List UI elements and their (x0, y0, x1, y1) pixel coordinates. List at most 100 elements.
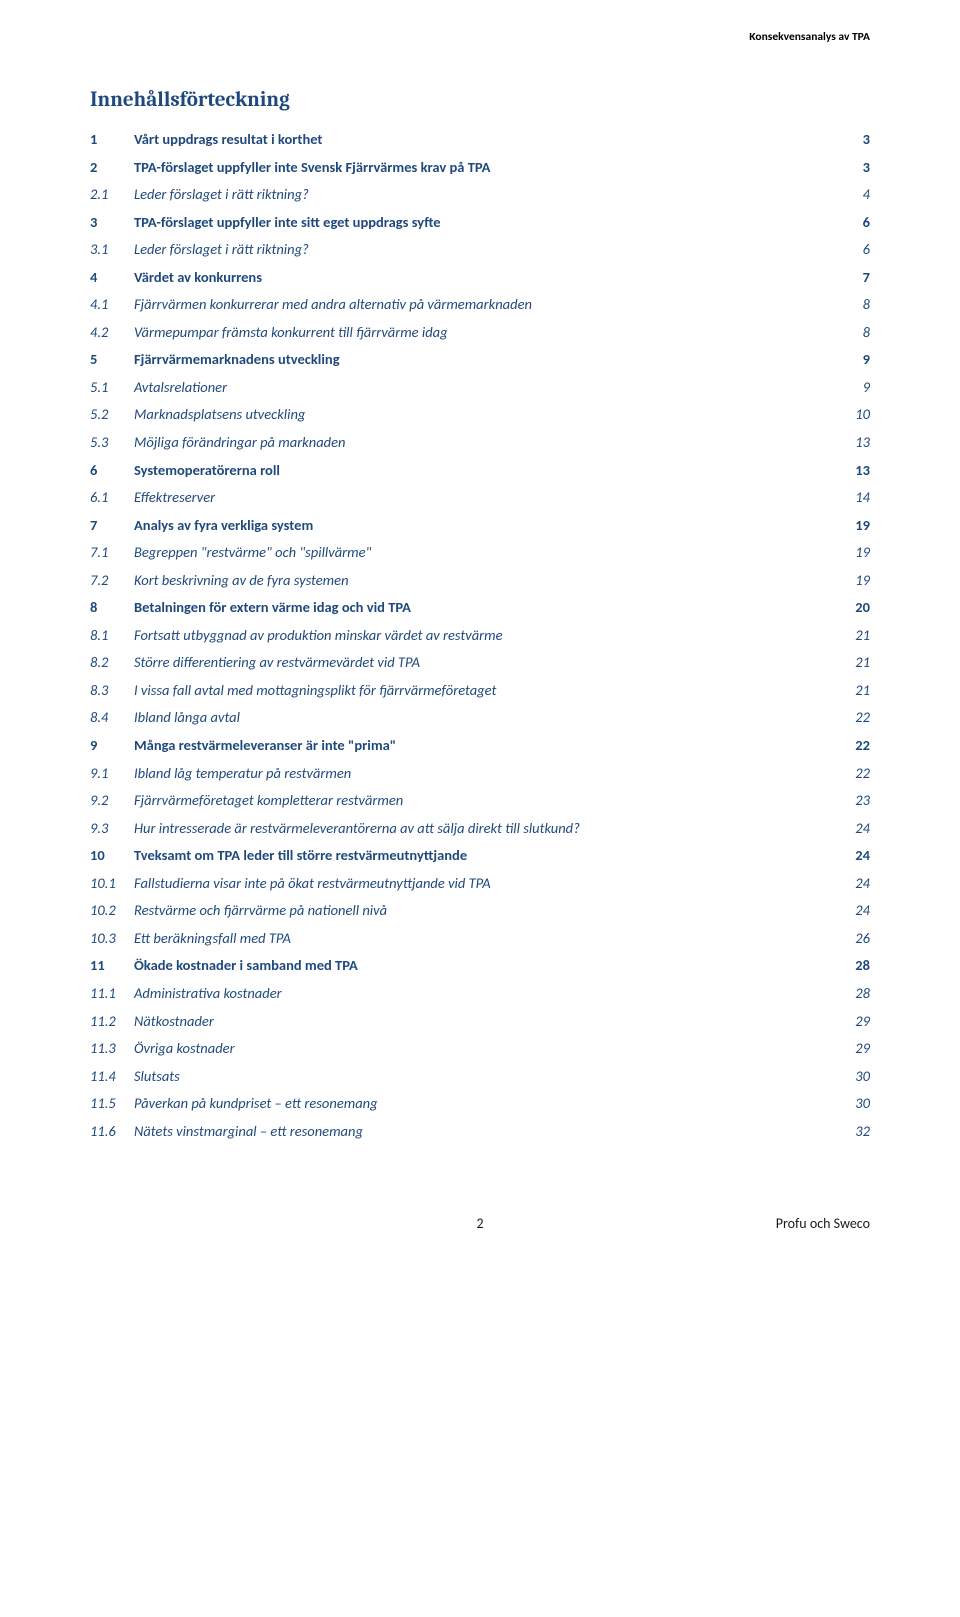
toc-entry[interactable]: 4.2Värmepumpar främsta konkurrent till f… (90, 319, 870, 347)
toc-entry-page: 24 (840, 897, 870, 925)
toc-entry-page: 14 (840, 484, 870, 512)
toc-entry-page: 32 (840, 1118, 870, 1146)
toc-entry-number: 1 (90, 126, 134, 154)
toc-entry-label: Ett beräkningsfall med TPA (134, 925, 840, 953)
toc-entry-page: 23 (840, 787, 870, 815)
toc-entry[interactable]: 4Värdet av konkurrens7 (90, 264, 870, 292)
toc-entry-page: 29 (840, 1008, 870, 1036)
toc-entry[interactable]: 9.3Hur intresserade är restvärmeleverant… (90, 815, 870, 843)
toc-entry-page: 21 (840, 622, 870, 650)
toc-entry-label: Ökade kostnader i samband med TPA (134, 952, 840, 980)
toc-entry-label: Ibland låg temperatur på restvärmen (134, 760, 840, 788)
toc-entry[interactable]: 7.2Kort beskrivning av de fyra systemen1… (90, 567, 870, 595)
toc-entry[interactable]: 2.1Leder förslaget i rätt riktning?4 (90, 181, 870, 209)
toc-entry[interactable]: 2TPA-förslaget uppfyller inte Svensk Fjä… (90, 154, 870, 182)
toc-entry-label: Påverkan på kundpriset – ett resonemang (134, 1090, 840, 1118)
toc-entry[interactable]: 8.3I vissa fall avtal med mottagningspli… (90, 677, 870, 705)
toc-entry[interactable]: 7.1Begreppen "restvärme" och "spillvärme… (90, 539, 870, 567)
toc-entry-number: 4 (90, 264, 134, 292)
toc-entry-number: 4.1 (90, 291, 134, 319)
toc-entry-label: Hur intresserade är restvärmeleverantöre… (134, 815, 840, 843)
toc-entry-number: 5.1 (90, 374, 134, 402)
toc-entry[interactable]: 11.2Nätkostnader29 (90, 1008, 870, 1036)
toc-entry-number: 7.2 (90, 567, 134, 595)
toc-entry-page: 8 (840, 291, 870, 319)
toc-entry-page: 22 (840, 704, 870, 732)
toc-entry[interactable]: 5.1Avtalsrelationer9 (90, 374, 870, 402)
toc-entry[interactable]: 8Betalningen för extern värme idag och v… (90, 594, 870, 622)
toc-entry[interactable]: 10Tveksamt om TPA leder till större rest… (90, 842, 870, 870)
toc-entry-number: 2 (90, 154, 134, 182)
toc-entry-page: 13 (840, 457, 870, 485)
toc-entry[interactable]: 11.5Påverkan på kundpriset – ett resonem… (90, 1090, 870, 1118)
toc-entry-label: Restvärme och fjärrvärme på nationell ni… (134, 897, 840, 925)
toc-entry-page: 13 (840, 429, 870, 457)
toc-entry-number: 5 (90, 346, 134, 374)
toc-entry[interactable]: 11.3Övriga kostnader29 (90, 1035, 870, 1063)
toc-entry-number: 10.3 (90, 925, 134, 953)
toc-entry-number: 11.4 (90, 1063, 134, 1091)
page-number: 2 (90, 1215, 870, 1232)
toc-entry[interactable]: 7Analys av fyra verkliga system19 (90, 512, 870, 540)
toc-entry-label: Större differentiering av restvärmevärde… (134, 649, 840, 677)
page-header-right: Konsekvensanalys av TPA (749, 30, 870, 44)
toc-entry-page: 7 (840, 264, 870, 292)
toc-entry-label: Betalningen för extern värme idag och vi… (134, 594, 840, 622)
toc-entry-label: Analys av fyra verkliga system (134, 512, 840, 540)
toc-entry-page: 19 (840, 512, 870, 540)
toc-entry[interactable]: 10.3Ett beräkningsfall med TPA26 (90, 925, 870, 953)
toc-entry-page: 21 (840, 677, 870, 705)
toc-entry-label: Avtalsrelationer (134, 374, 840, 402)
toc-entry[interactable]: 8.1Fortsatt utbyggnad av produktion mins… (90, 622, 870, 650)
toc-entry[interactable]: 11Ökade kostnader i samband med TPA28 (90, 952, 870, 980)
toc-entry-number: 5.2 (90, 401, 134, 429)
toc-entry[interactable]: 9.1Ibland låg temperatur på restvärmen22 (90, 760, 870, 788)
toc-entry[interactable]: 6Systemoperatörerna roll13 (90, 457, 870, 485)
toc-entry-page: 21 (840, 649, 870, 677)
toc-entry-label: Värmepumpar främsta konkurrent till fjär… (134, 319, 840, 347)
toc-entry[interactable]: 1Vårt uppdrags resultat i korthet3 (90, 126, 870, 154)
toc-entry[interactable]: 3.1Leder förslaget i rätt riktning?6 (90, 236, 870, 264)
toc-entry[interactable]: 3TPA-förslaget uppfyller inte sitt eget … (90, 209, 870, 237)
toc-entry-page: 19 (840, 539, 870, 567)
toc-entry-page: 6 (840, 209, 870, 237)
toc-entry[interactable]: 11.1Administrativa kostnader28 (90, 980, 870, 1008)
toc-entry[interactable]: 4.1Fjärrvärmen konkurrerar med andra alt… (90, 291, 870, 319)
toc-entry[interactable]: 5.3Möjliga förändringar på marknaden13 (90, 429, 870, 457)
toc-entry-number: 9.3 (90, 815, 134, 843)
toc-entry[interactable]: 10.1Fallstudierna visar inte på ökat res… (90, 870, 870, 898)
toc-entry[interactable]: 10.2Restvärme och fjärrvärme på nationel… (90, 897, 870, 925)
toc-entry-number: 5.3 (90, 429, 134, 457)
toc-entry-number: 9 (90, 732, 134, 760)
toc-entry-label: Vårt uppdrags resultat i korthet (134, 126, 840, 154)
toc-entry-number: 11.2 (90, 1008, 134, 1036)
toc-entry-page: 10 (840, 401, 870, 429)
toc-entry-page: 20 (840, 594, 870, 622)
toc-entry[interactable]: 5.2Marknadsplatsens utveckling10 (90, 401, 870, 429)
toc-entry-page: 29 (840, 1035, 870, 1063)
toc-entry-number: 6.1 (90, 484, 134, 512)
toc-entry-number: 9.2 (90, 787, 134, 815)
toc-entry-label: Leder förslaget i rätt riktning? (134, 181, 840, 209)
toc-entry-page: 4 (840, 181, 870, 209)
toc-entry-number: 11.6 (90, 1118, 134, 1146)
toc-entry[interactable]: 5Fjärrvärmemarknadens utveckling9 (90, 346, 870, 374)
toc-entry-label: I vissa fall avtal med mottagningsplikt … (134, 677, 840, 705)
toc-entry-number: 11.5 (90, 1090, 134, 1118)
toc-entry-number: 2.1 (90, 181, 134, 209)
toc-entry-label: Övriga kostnader (134, 1035, 840, 1063)
toc-entry[interactable]: 8.2Större differentiering av restvärmevä… (90, 649, 870, 677)
toc-entry[interactable]: 9.2Fjärrvärmeföretaget kompletterar rest… (90, 787, 870, 815)
toc-title: Innehållsförteckning (90, 88, 870, 112)
toc-entry-number: 10.2 (90, 897, 134, 925)
toc-entry[interactable]: 11.6Nätets vinstmarginal – ett resoneman… (90, 1118, 870, 1146)
toc-entry-label: Begreppen "restvärme" och "spillvärme" (134, 539, 840, 567)
toc-entry[interactable]: 11.4Slutsats30 (90, 1063, 870, 1091)
toc-entry-page: 28 (840, 952, 870, 980)
toc-entry-number: 10.1 (90, 870, 134, 898)
toc-entry[interactable]: 6.1Effektreserver14 (90, 484, 870, 512)
toc-entry-number: 6 (90, 457, 134, 485)
toc-entry-page: 28 (840, 980, 870, 1008)
toc-entry[interactable]: 8.4Ibland långa avtal22 (90, 704, 870, 732)
toc-entry[interactable]: 9Många restvärmeleveranser är inte "prim… (90, 732, 870, 760)
